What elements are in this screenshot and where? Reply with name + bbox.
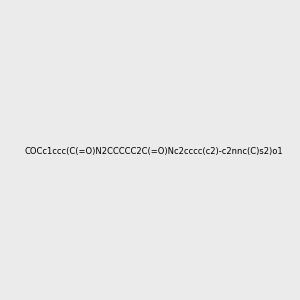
Text: COCc1ccc(C(=O)N2CCCCC2C(=O)Nc2cccc(c2)-c2nnc(C)s2)o1: COCc1ccc(C(=O)N2CCCCC2C(=O)Nc2cccc(c2)-c… <box>24 147 283 156</box>
